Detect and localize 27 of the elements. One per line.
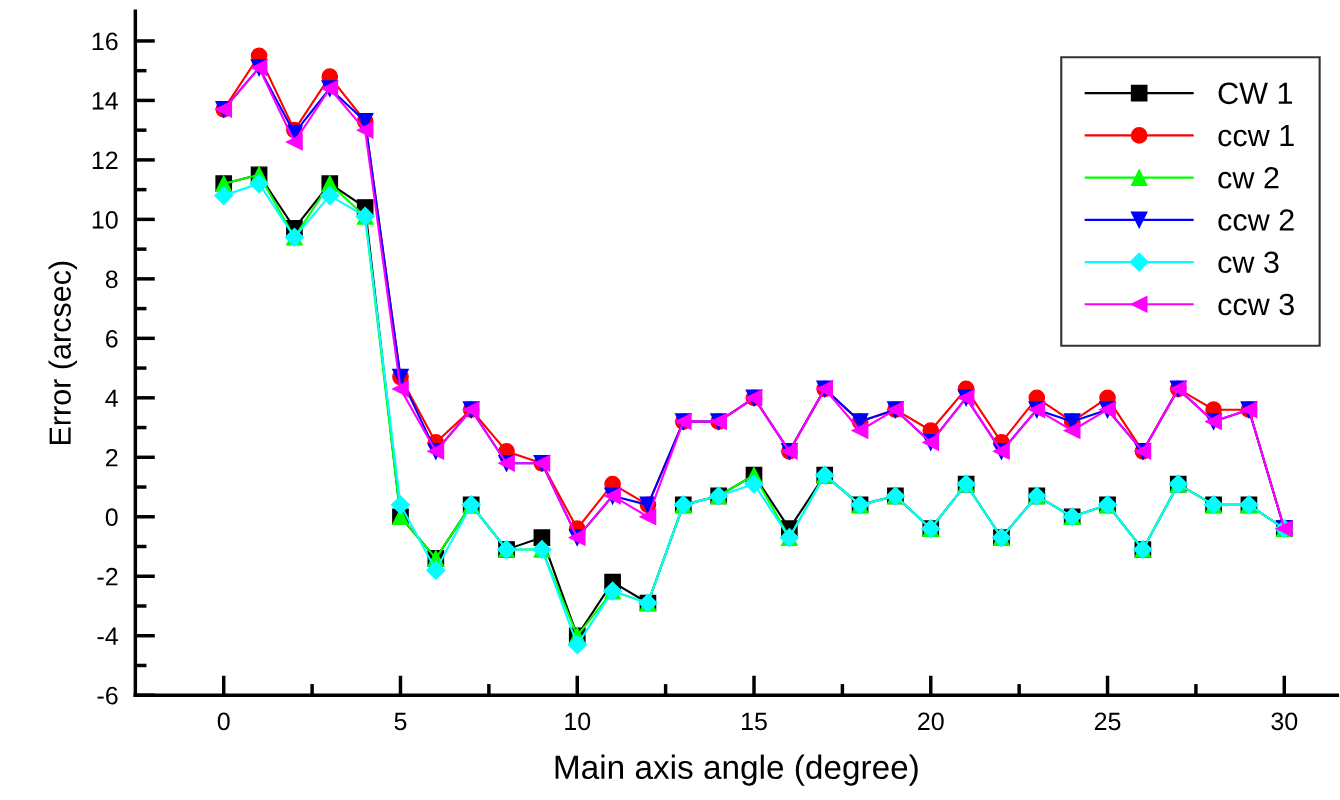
y-tick-label: 0 xyxy=(105,508,118,527)
legend-label: cw 2 xyxy=(1218,166,1279,189)
y-tick-label: -4 xyxy=(97,627,118,645)
y-tick-label: 14 xyxy=(92,92,118,110)
y-axis-title: Error (arcsec) xyxy=(48,261,77,445)
y-tick-label: 16 xyxy=(92,32,118,51)
y-tick-label: 6 xyxy=(106,329,118,348)
legend-label: CW 1 xyxy=(1218,82,1292,105)
x-tick-label: 30 xyxy=(1271,712,1298,731)
legend-label: ccw 2 xyxy=(1218,209,1294,231)
x-tick-label: 25 xyxy=(1094,712,1121,731)
x-tick-label: 15 xyxy=(742,712,767,731)
y-tick-label: 4 xyxy=(105,389,118,407)
x-tick-label: 0 xyxy=(217,712,230,731)
legend-label: ccw 1 xyxy=(1218,125,1294,147)
legend-label: ccw 3 xyxy=(1218,293,1294,316)
x-axis-title: Main axis angle (degree) xyxy=(555,754,918,786)
y-tick-label: -2 xyxy=(97,567,118,586)
y-tick-label: 8 xyxy=(105,270,118,289)
y-tick-label: 10 xyxy=(92,210,118,229)
y-tick-label: -6 xyxy=(97,686,118,705)
x-tick-label: 20 xyxy=(918,712,944,731)
x-tick-label: 10 xyxy=(565,712,591,731)
y-tick-label: 2 xyxy=(106,448,118,467)
x-tick-label: 5 xyxy=(394,712,407,731)
legend-label: cw 3 xyxy=(1218,251,1279,274)
y-tick-label: 12 xyxy=(92,151,118,169)
